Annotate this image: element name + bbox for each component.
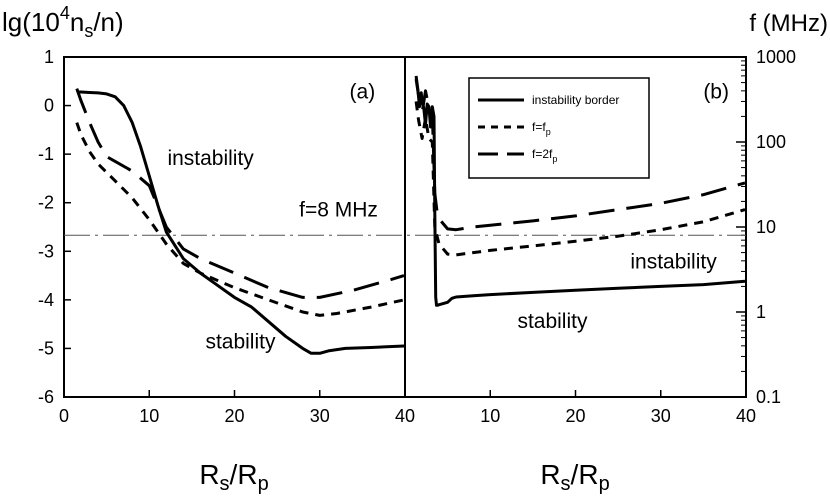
x-axis-label-left: Rs/Rp <box>199 459 268 494</box>
y-label-pre: lg(10 <box>2 7 60 37</box>
annotation-b: instability <box>630 250 717 273</box>
annotation-b: (b) <box>703 80 729 103</box>
y-tick-label-right: 1 <box>756 302 766 322</box>
y-axis-label-right: f (MHz) <box>749 10 828 37</box>
x-tick-label-a: 0 <box>59 406 69 426</box>
legend-label-2fp: f=2fp <box>532 147 557 164</box>
x-tick-label-a: 40 <box>395 406 415 426</box>
y-tick-label-right: 100 <box>756 132 786 152</box>
legend-fp-sub: p <box>546 127 551 137</box>
legend: instability border f=fp f=2fp <box>468 77 650 179</box>
annotation-a: stability <box>205 330 276 353</box>
y-label-sup: 4 <box>60 3 70 23</box>
series-a-longdash <box>75 88 405 299</box>
x-tick-label-b: 30 <box>651 406 671 426</box>
x-label-b: R <box>578 459 598 490</box>
legend-box <box>468 77 650 179</box>
y-tick-label-left: 0 <box>44 96 54 116</box>
y-tick-label-left: -6 <box>38 387 54 407</box>
legend-2fp-main: f=2f <box>532 147 553 161</box>
annotation-a: f=8 MHz <box>299 198 378 221</box>
curve-layer <box>75 75 746 355</box>
x-tick-label-b: 40 <box>736 406 756 426</box>
x-label-a: R <box>199 459 219 490</box>
y-label-mid: n <box>70 7 84 37</box>
y-axis-label-left: lg(104ns/n) <box>2 3 124 41</box>
y-tick-label-left: -4 <box>38 290 54 310</box>
x-label-bs: p <box>599 473 610 494</box>
x-tick-label-a: 10 <box>139 406 159 426</box>
y-label-post: /n) <box>93 7 123 37</box>
annotation-b: stability <box>517 310 588 333</box>
x-label-as: s <box>220 473 230 494</box>
x-label-as: s <box>561 473 571 494</box>
x-label-bs: p <box>258 473 269 494</box>
x-tick-label-a: 20 <box>224 406 244 426</box>
series-b-dashed <box>414 101 746 257</box>
series-b-longdash <box>414 78 746 232</box>
legend-label-fp: f=fp <box>532 120 551 137</box>
y-label-sub: s <box>84 21 93 41</box>
y-tick-label-left: -3 <box>38 241 54 261</box>
series-a-solid <box>76 90 405 355</box>
x-axis-label-right: Rs/Rp <box>540 459 609 494</box>
legend-fp-main: f=f <box>532 120 546 134</box>
x-label-b: R <box>237 459 257 490</box>
x-label-slash: / <box>571 459 579 490</box>
x-tick-label-b: 10 <box>480 406 500 426</box>
x-tick-label-b: 20 <box>565 406 585 426</box>
annotation-a: instability <box>167 147 254 170</box>
y-tick-label-left: -1 <box>38 144 54 164</box>
y-tick-label-left: -5 <box>38 338 54 358</box>
y-tick-label-right: 0.1 <box>756 387 781 407</box>
y-tick-label-left: 1 <box>44 47 54 67</box>
legend-label-border: instability border <box>532 93 619 107</box>
tick-layer: 10-1-2-3-4-5-60 10 20 30 40 10 20 30 40100010010… <box>38 47 796 426</box>
x-label-slash: / <box>230 459 238 490</box>
x-label-a: R <box>540 459 560 490</box>
x-tick-label-a: 30 <box>310 406 330 426</box>
y-tick-label-left: -2 <box>38 193 54 213</box>
y-tick-label-right: 10 <box>756 217 776 237</box>
annotation-a: (a) <box>350 80 376 103</box>
legend-2fp-sub: p <box>552 154 557 164</box>
y-tick-label-right: 1000 <box>756 47 796 67</box>
series-a-dashed <box>75 122 405 317</box>
annotation-layer: (a) instability stability f=8 MHz (b) instabi… <box>167 80 729 353</box>
